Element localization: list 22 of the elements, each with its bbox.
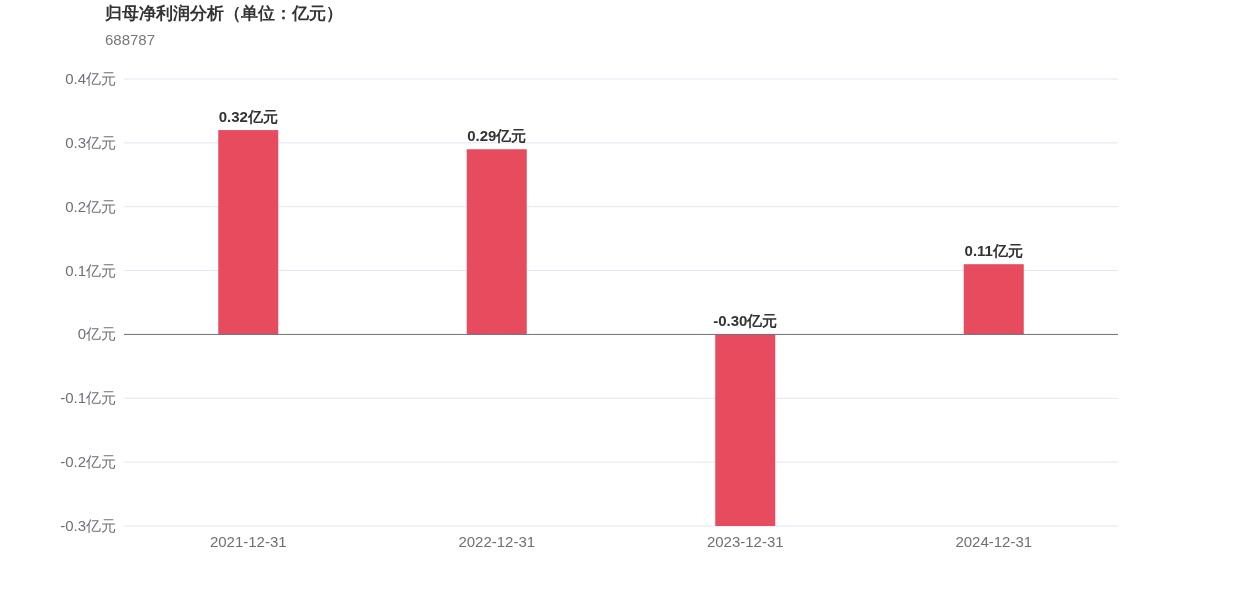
y-tick-label: 0.3亿元 <box>65 133 116 151</box>
y-tick-label: 0.4亿元 <box>65 70 116 87</box>
data-label: 0.29亿元 <box>467 127 527 145</box>
bar <box>218 130 279 335</box>
bar <box>963 264 1024 335</box>
chart-subtitle: 688787 <box>105 31 156 48</box>
y-tick-label: -0.2亿元 <box>60 453 116 471</box>
x-tick-label: 2021-12-31 <box>209 533 287 550</box>
data-label: 0.11亿元 <box>964 242 1023 260</box>
y-tick-label: -0.1亿元 <box>60 389 116 407</box>
x-tick-label: 2024-12-31 <box>955 533 1033 550</box>
bar <box>715 334 776 526</box>
y-tick-label: 0.2亿元 <box>65 197 116 215</box>
x-tick-label: 2022-12-31 <box>458 533 536 550</box>
chart-title: 归母净利润分析（单位：亿元） <box>104 4 343 23</box>
bar <box>466 149 527 335</box>
x-tick-label: 2023-12-31 <box>706 533 784 550</box>
data-label: -0.30亿元 <box>713 312 778 330</box>
y-tick-label: -0.3亿元 <box>60 517 116 534</box>
data-label: 0.32亿元 <box>218 108 278 126</box>
y-tick-label: 0亿元 <box>77 325 116 343</box>
y-tick-label: 0.1亿元 <box>65 261 116 279</box>
